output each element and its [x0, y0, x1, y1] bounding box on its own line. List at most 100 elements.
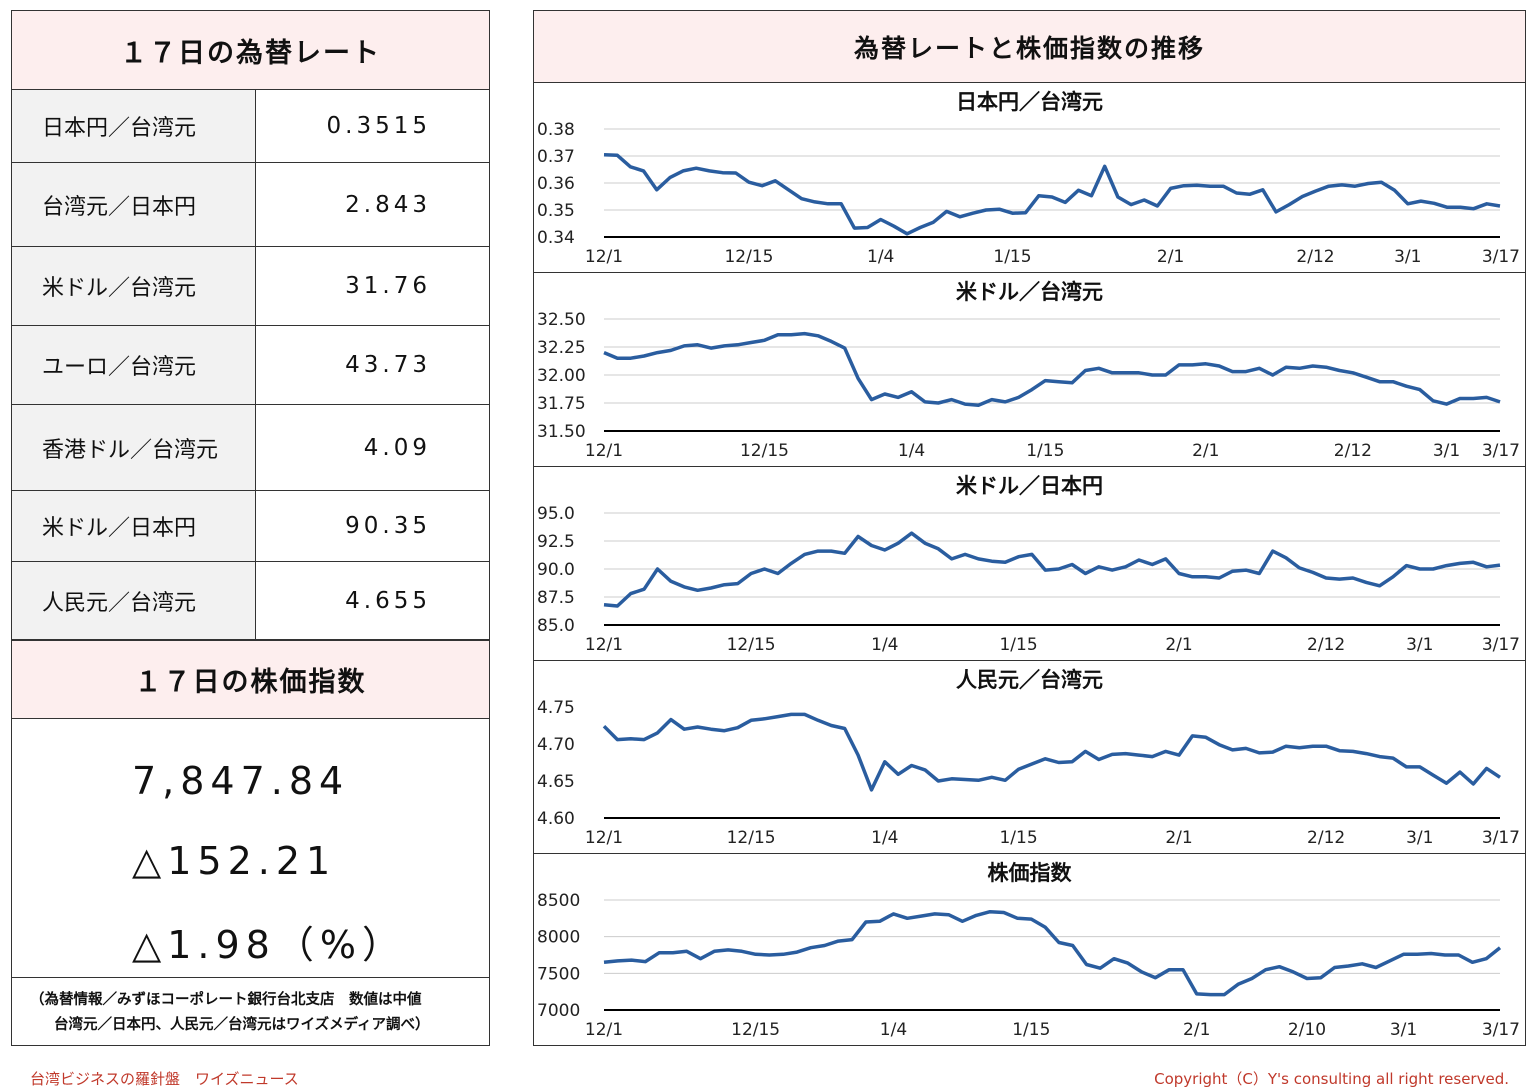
y-tick-label: 0.37 [537, 147, 575, 167]
y-tick-label: 0.35 [537, 201, 575, 221]
stock-change-percent: △1.98（%） [132, 922, 406, 967]
rate-row-usd-twd: 米ドル／台湾元 31.76 [12, 247, 489, 326]
x-tick-label: 2/1 [1165, 635, 1192, 655]
left-panel: １７日の為替レート 日本円／台湾元 0.3515 台湾元／日本円 2.843 米… [11, 10, 490, 1046]
x-tick-label: 1/15 [1026, 441, 1064, 461]
rate-label: 米ドル／台湾元 [12, 247, 256, 325]
y-tick-label: 4.65 [537, 772, 575, 792]
rates-title: １７日の為替レート [12, 11, 489, 90]
charts-title: 為替レートと株価指数の推移 [534, 11, 1525, 83]
x-tick-label: 1/15 [999, 635, 1037, 655]
x-tick-label: 3/1 [1433, 441, 1460, 461]
series-line [603, 152, 1501, 236]
y-tick-label: 90.0 [537, 560, 575, 580]
series-line [602, 712, 1501, 792]
rate-row-cny-twd: 人民元／台湾元 4.655 [12, 562, 489, 640]
series-line [603, 909, 1502, 997]
rate-row-usd-jpy: 米ドル／日本円 90.35 [12, 491, 489, 562]
x-tick-label: 12/1 [585, 247, 623, 267]
stock-title: １７日の株価指数 [12, 640, 489, 719]
rate-row-hkd-twd: 香港ドル／台湾元 4.09 [12, 405, 489, 491]
rate-row-eur-twd: ユーロ／台湾元 43.73 [12, 326, 489, 405]
x-tick-label: 3/17 [1482, 828, 1520, 848]
series-line [603, 531, 1501, 608]
x-tick-label: 2/1 [1157, 247, 1184, 267]
rate-value: 2.843 [345, 191, 431, 218]
rate-label: 香港ドル／台湾元 [12, 405, 256, 490]
x-tick-label: 3/17 [1482, 247, 1520, 267]
x-tick-label: 12/15 [727, 635, 776, 655]
y-tick-label: 0.36 [537, 174, 575, 194]
rate-row-twd-jpy: 台湾元／日本円 2.843 [12, 163, 489, 247]
x-tick-label: 1/4 [898, 441, 925, 461]
chart-title: 株価指数 [988, 861, 1073, 885]
y-tick-label: 8500 [537, 891, 580, 911]
x-tick-label: 2/10 [1288, 1020, 1326, 1040]
rate-value: 31.76 [345, 273, 431, 299]
right-panel: 為替レートと株価指数の推移 日本円／台湾元 0.38 0.37 0.36 0.35 0.3… [533, 10, 1526, 1046]
footer-copyright: Copyright（C）Y's consulting all right res… [1154, 1070, 1509, 1088]
chart-cny-twd-svg: 人民元／台湾元 4.75 4.70 4.65 4.60 12/1 12/15 1/4 1/15 2… [537, 668, 1520, 848]
y-tick-label: 32.50 [537, 310, 586, 330]
x-tick-label: 1/15 [1012, 1020, 1050, 1040]
footer-brand: 台湾ビジネスの羅針盤 ワイズニュース [30, 1070, 299, 1088]
rate-value: 4.09 [363, 434, 431, 461]
x-tick-label: 1/15 [993, 247, 1031, 267]
rate-row-jpy-twd: 日本円／台湾元 0.3515 [12, 90, 489, 163]
rate-label: 人民元／台湾元 [12, 562, 256, 639]
stock-values: 7,847.84 △152.21 △1.98（%） [12, 719, 489, 978]
y-tick-label: 4.60 [537, 809, 575, 829]
series-line [603, 331, 1501, 407]
x-tick-label: 1/15 [999, 828, 1037, 848]
rate-value: 4.655 [345, 587, 431, 614]
x-tick-label: 3/1 [1406, 828, 1433, 848]
chart-jpy-twd: 日本円／台湾元 0.38 0.37 0.36 0.35 0.34 12/1 12/15 1/4 1… [534, 83, 1525, 273]
x-tick-label: 2/12 [1307, 635, 1345, 655]
y-tick-label: 85.0 [537, 616, 575, 636]
x-tick-label: 3/17 [1482, 1020, 1520, 1040]
y-tick-label: 92.5 [537, 532, 575, 552]
y-tick-label: 31.50 [537, 422, 586, 442]
y-tick-label: 87.5 [537, 588, 575, 608]
chart-stock-index: 株価指数 8500 8000 7500 7000 12/1 12/15 1/4 1/15 2/1 2… [534, 854, 1525, 1045]
x-tick-label: 2/12 [1307, 828, 1345, 848]
x-tick-label: 2/12 [1296, 247, 1334, 267]
x-tick-label: 1/4 [871, 635, 898, 655]
y-tick-label: 4.75 [537, 698, 575, 718]
x-tick-label: 1/4 [867, 247, 894, 267]
x-tick-label: 3/17 [1482, 441, 1520, 461]
chart-usd-twd: 米ドル／台湾元 32.50 32.25 32.00 31.75 31.50 12/1 12/1… [534, 273, 1525, 467]
rate-label: 日本円／台湾元 [12, 90, 256, 162]
y-tick-label: 32.00 [537, 366, 586, 386]
x-tick-label: 12/15 [740, 441, 789, 461]
chart-usd-jpy: 米ドル／日本円 95.0 92.5 90.0 87.5 85.0 12/1 12/15 1/4 1… [534, 467, 1525, 661]
x-tick-label: 12/1 [585, 635, 623, 655]
rate-label: ユーロ／台湾元 [12, 326, 256, 404]
x-tick-label: 12/1 [585, 441, 623, 461]
x-tick-label: 12/15 [731, 1020, 780, 1040]
source-note-line2: 台湾元／日本円、人民元／台湾元はワイズメディア調べ） [54, 1017, 430, 1033]
chart-title: 人民元／台湾元 [956, 668, 1103, 692]
x-tick-label: 2/1 [1183, 1020, 1210, 1040]
x-tick-label: 12/15 [727, 828, 776, 848]
source-note: （為替情報／みずほコーポレート銀行台北支店 数値は中値 台湾元／日本円、人民元／… [12, 978, 489, 1038]
x-tick-label: 12/1 [585, 1020, 623, 1040]
chart-usd-jpy-svg: 米ドル／日本円 95.0 92.5 90.0 87.5 85.0 12/1 12/15 1/4 1… [537, 474, 1520, 655]
x-tick-label: 12/15 [724, 247, 773, 267]
x-tick-label: 3/17 [1482, 635, 1520, 655]
y-tick-label: 95.0 [537, 504, 575, 524]
x-tick-label: 3/1 [1394, 247, 1421, 267]
x-tick-label: 3/1 [1390, 1020, 1417, 1040]
chart-title: 米ドル／台湾元 [956, 280, 1103, 304]
chart-title: 日本円／台湾元 [956, 90, 1103, 114]
source-note-line1: （為替情報／みずほコーポレート銀行台北支店 数値は中値 [30, 992, 422, 1008]
x-tick-label: 1/4 [880, 1020, 907, 1040]
rate-label: 米ドル／日本円 [12, 491, 256, 561]
y-tick-label: 0.38 [537, 120, 575, 140]
y-tick-label: 31.75 [537, 394, 586, 414]
y-tick-label: 7000 [537, 1001, 580, 1021]
stock-change-value: △152.21 [132, 839, 337, 883]
y-tick-label: 8000 [537, 928, 580, 948]
